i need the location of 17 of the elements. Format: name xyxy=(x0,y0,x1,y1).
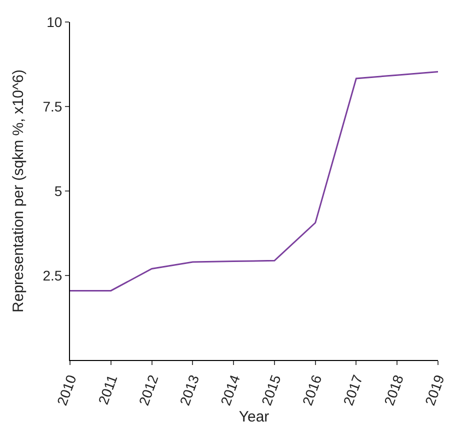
x-tick-label: 2015 xyxy=(258,372,284,408)
y-tick-label: 5 xyxy=(54,182,62,199)
x-tick-label: 2016 xyxy=(299,372,325,408)
y-tick-label: 2.5 xyxy=(42,267,62,284)
x-tick-label: 2014 xyxy=(217,372,244,408)
x-axis-title: Year xyxy=(238,408,270,426)
x-tick-label: 2019 xyxy=(422,372,448,408)
x-tick-label: 2011 xyxy=(94,372,120,407)
x-tick-label: 2010 xyxy=(54,372,80,408)
x-tick-label: 2018 xyxy=(380,372,407,408)
x-tick-label: 2013 xyxy=(176,372,202,408)
line-series xyxy=(70,70,438,292)
y-axis-title: Representation per (sqkm %, x10^6) xyxy=(10,70,27,312)
y-tick-label: 10 xyxy=(46,14,62,30)
x-tick-label: 2017 xyxy=(340,372,366,408)
x-tick-label: 2012 xyxy=(135,372,162,408)
y-tick-label: 7.5 xyxy=(42,98,62,114)
